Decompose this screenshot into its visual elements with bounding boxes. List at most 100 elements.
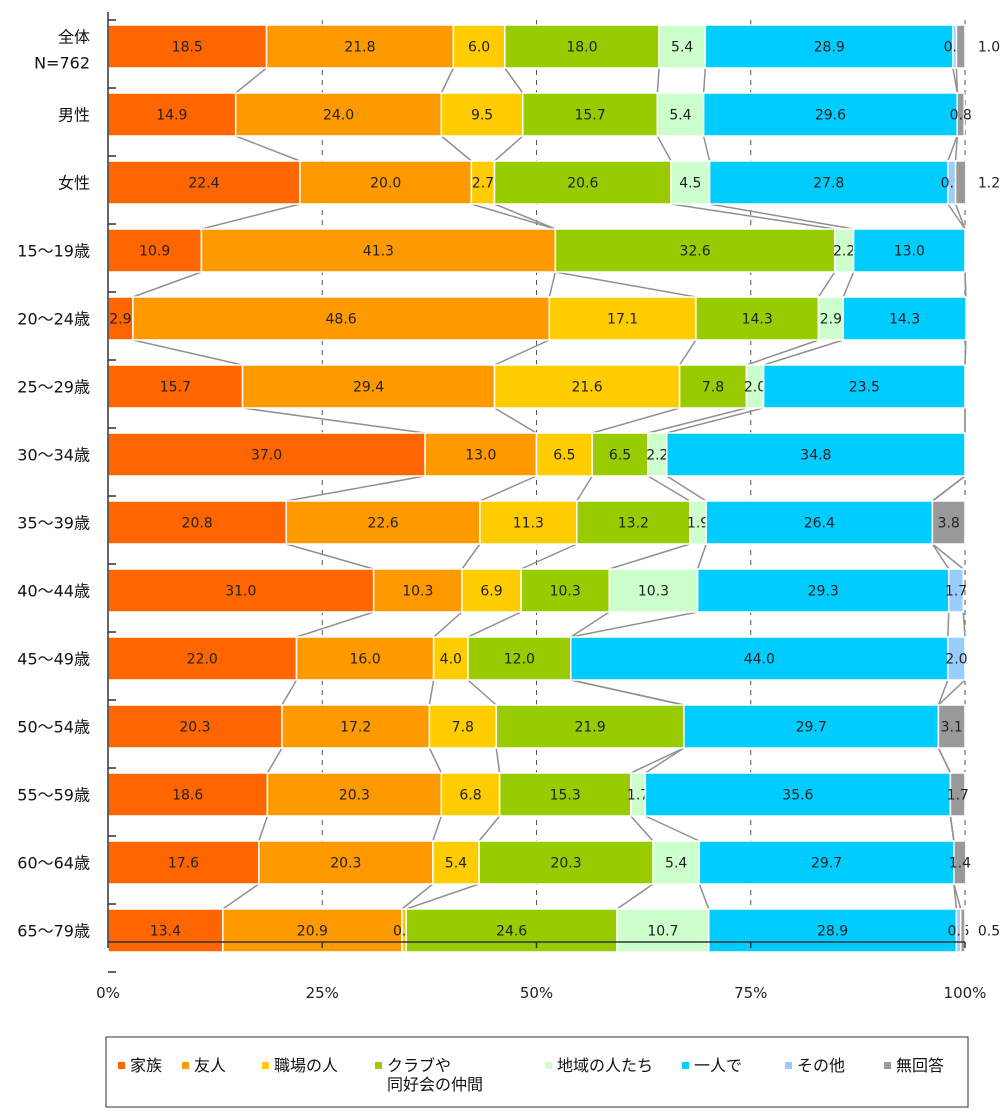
legend-swatch [182, 1062, 189, 1069]
legend-label: 無回答 [896, 1056, 944, 1075]
bar-segment [937, 704, 966, 749]
bar-segment [495, 704, 685, 749]
bar-segment [842, 296, 967, 341]
connector-line [296, 611, 374, 638]
data-label: 1.0 [978, 40, 1000, 56]
connector-line [258, 815, 269, 842]
bar-segment [241, 364, 496, 409]
data-label: 2.9 [820, 312, 842, 328]
legend-label: 友人 [194, 1056, 226, 1075]
data-label: 10.3 [402, 584, 433, 600]
connector-line [702, 67, 707, 94]
connector-line [222, 883, 260, 910]
connector-line [630, 815, 654, 842]
data-label: 17.1 [607, 312, 638, 328]
bar-segment [493, 160, 672, 205]
connector-line [201, 203, 301, 230]
connector-line [937, 679, 966, 706]
data-label: 2.2 [646, 448, 668, 464]
bar-segment [608, 568, 699, 613]
bar-segment [132, 296, 551, 341]
bar-segment [266, 772, 443, 817]
connector-line [570, 611, 610, 638]
connector-line [609, 543, 691, 570]
data-label: 12.0 [504, 652, 535, 668]
connector-line [235, 67, 268, 94]
connector-line [947, 611, 950, 638]
connector-line [467, 679, 497, 706]
connector-line [964, 339, 967, 366]
bar-segment [107, 772, 269, 817]
data-label: 20.3 [550, 856, 581, 872]
category-label: 50～54歳 [17, 718, 90, 737]
bar-segment [852, 228, 966, 273]
connector-line [494, 135, 524, 162]
data-label: 15.7 [574, 108, 605, 124]
data-label: 22.0 [187, 652, 218, 668]
data-label: 20.6 [567, 176, 598, 192]
bar-segment [467, 636, 572, 681]
bar-segment [222, 908, 403, 953]
data-label: 18.6 [172, 788, 203, 804]
connector-line [953, 883, 962, 910]
connector-line [548, 271, 557, 298]
data-label: 29.3 [808, 584, 839, 600]
bar-segment [548, 296, 697, 341]
category-label: 30～34歳 [17, 446, 90, 465]
category-label: 35～39歳 [17, 514, 90, 533]
connector-line [467, 611, 522, 638]
bar-segment [107, 840, 260, 885]
bar-segment [696, 568, 950, 613]
data-label: 20.8 [182, 516, 213, 532]
data-label: 48.6 [326, 312, 357, 328]
bar-segment [678, 364, 748, 409]
data-label: 35.6 [782, 788, 813, 804]
connector-line [931, 543, 950, 570]
connector-line [746, 339, 819, 366]
legend-label: 同好会の仲間 [387, 1075, 483, 1094]
category-label: 25～29歳 [17, 378, 90, 397]
bar-segment [452, 24, 506, 69]
data-label: 6.9 [480, 584, 502, 600]
connector-line [405, 883, 480, 910]
connector-line [428, 679, 435, 706]
connector-line [947, 135, 958, 162]
x-tick-label: 0% [96, 984, 120, 1002]
data-label: 26.4 [804, 516, 835, 532]
connector-line [964, 271, 967, 298]
bar-segment [520, 568, 611, 613]
legend-box [105, 1036, 969, 1108]
data-label: 6.8 [459, 788, 481, 804]
data-label: 18.0 [566, 40, 597, 56]
data-label: 1.9 [687, 516, 709, 532]
connector-line [132, 271, 202, 298]
connector-line [698, 883, 710, 910]
bar-segment [947, 568, 965, 613]
data-label: 21.6 [571, 380, 602, 396]
data-label: 20.3 [339, 788, 370, 804]
connector-line [616, 883, 654, 910]
data-label: 17.2 [340, 720, 371, 736]
x-tick-label: 75% [734, 984, 767, 1002]
data-label: 23.5 [849, 380, 880, 396]
data-label: 28.9 [814, 40, 845, 56]
bar-segment [493, 364, 681, 409]
connector-line [678, 339, 697, 366]
data-label: 29.7 [811, 856, 842, 872]
data-label: 2.9 [109, 312, 131, 328]
connector-line [954, 203, 966, 230]
connector-line [591, 407, 680, 434]
connector-line [576, 475, 593, 502]
legend-label: 一人で [694, 1056, 742, 1075]
data-label: 1.2 [978, 176, 1000, 192]
connector-line [702, 135, 711, 162]
bar-segment [817, 296, 845, 341]
data-label: 21.9 [574, 720, 605, 736]
data-label: 1.7 [627, 788, 649, 804]
legend-label: 家族 [130, 1056, 162, 1075]
data-label: 24.0 [323, 108, 354, 124]
data-label: 37.0 [251, 448, 282, 464]
bar-segment [666, 432, 966, 477]
connector-line [242, 407, 426, 434]
